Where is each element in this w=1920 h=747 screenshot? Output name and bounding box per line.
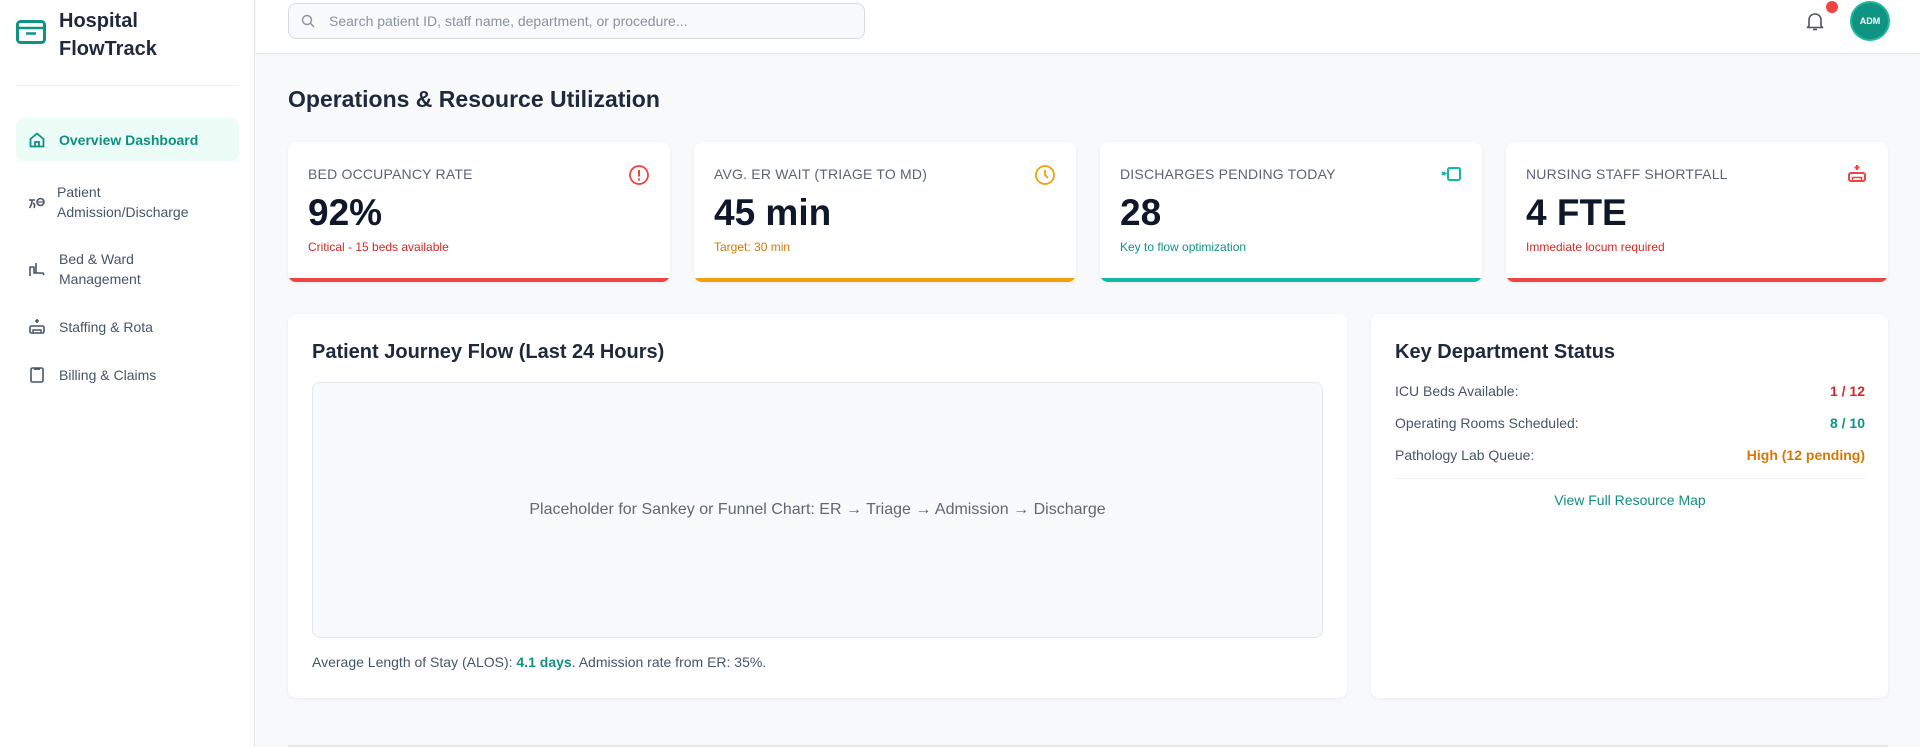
- kpi-accent-bar: [288, 278, 670, 282]
- app-title-line1: Hospital: [59, 10, 138, 32]
- status-value: High (12 pending): [1746, 447, 1865, 463]
- status-row-pathology: Pathology Lab Queue: High (12 pending): [1395, 447, 1865, 467]
- status-value: 8 / 10: [1829, 415, 1865, 431]
- kpi-subtext: Target: 30 min: [714, 240, 791, 254]
- summary-prefix: Average Length of Stay (ALOS):: [312, 654, 517, 670]
- kpi-label: DISCHARGES PENDING TODAY: [1120, 166, 1336, 182]
- sidebar-item-staffing-rota[interactable]: Staffing & Rota: [16, 312, 239, 342]
- kpi-value: 45 min: [714, 192, 832, 233]
- kpi-card-er-wait: AVG. ER WAIT (TRIAGE TO MD) 45 min Targe…: [694, 142, 1076, 282]
- panel-title: Patient Journey Flow (Last 24 Hours): [312, 341, 665, 363]
- kpi-value: 4 FTE: [1526, 192, 1627, 233]
- panel-title: Key Department Status: [1395, 341, 1616, 363]
- sidebar-item-billing-claims[interactable]: Billing & Claims: [16, 360, 239, 390]
- status-label: Pathology Lab Queue:: [1395, 447, 1535, 463]
- sidebar-item-overview-dashboard[interactable]: Overview Dashboard: [16, 118, 239, 161]
- panel-divider: [1395, 478, 1865, 479]
- kpi-subtext: Key to flow optimization: [1120, 240, 1247, 254]
- search-input[interactable]: [329, 4, 849, 38]
- kpi-subtext: Critical - 15 beds available: [308, 240, 449, 254]
- alert-circle-icon: [629, 165, 649, 185]
- app-title: Hospital FlowTrack: [59, 7, 157, 63]
- page-title: Operations & Resource Utilization: [288, 86, 660, 112]
- sidebar: Hospital FlowTrack Overview Dashboard Pa…: [0, 0, 255, 747]
- kpi-value: 92%: [308, 192, 383, 233]
- placeholder-text: Placeholder for Sankey or Funnel Chart: …: [529, 501, 1106, 518]
- sidebar-nav: Overview Dashboard Patient Admission/Dis…: [16, 118, 239, 390]
- patient-journey-panel: Patient Journey Flow (Last 24 Hours) Pla…: [288, 314, 1347, 698]
- search-bar[interactable]: [288, 3, 865, 39]
- department-status-panel: Key Department Status ICU Beds Available…: [1371, 314, 1888, 698]
- sidebar-item-bed-ward[interactable]: Bed & Ward Management: [16, 245, 239, 293]
- hospital-card-icon: [16, 20, 46, 44]
- kpi-label: NURSING STAFF SHORTFALL: [1526, 166, 1728, 182]
- top-header: ADM: [256, 0, 1920, 54]
- sidebar-item-label: Bed & Ward Management: [59, 251, 141, 287]
- flow-summary: Average Length of Stay (ALOS): 4.1 days.…: [312, 654, 766, 670]
- bell-icon[interactable]: [1804, 10, 1826, 32]
- sidebar-item-label: Billing & Claims: [59, 367, 157, 383]
- clock-icon: [1035, 165, 1055, 185]
- search-icon: [301, 14, 315, 28]
- brand: Hospital FlowTrack: [16, 6, 240, 86]
- kpi-label: BED OCCUPANCY RATE: [308, 166, 473, 182]
- alos-value: 4.1 days: [516, 654, 572, 670]
- status-value: 1 / 12: [1829, 383, 1865, 399]
- summary-suffix: . Admission rate from ER: 35%.: [571, 654, 767, 670]
- kpi-card-nursing-shortfall: NURSING STAFF SHORTFALL 4 FTE Immediate …: [1506, 142, 1888, 282]
- nurse-staff-icon: [1848, 165, 1866, 182]
- kpi-card-bed-occupancy: BED OCCUPANCY RATE 92% Critical - 15 bed…: [288, 142, 670, 282]
- chart-placeholder: Placeholder for Sankey or Funnel Chart: …: [312, 382, 1323, 638]
- view-resource-map-link[interactable]: View Full Resource Map: [1554, 492, 1706, 508]
- kpi-accent-bar: [1506, 278, 1888, 282]
- sidebar-divider: [16, 85, 239, 86]
- clipboard-icon: [28, 366, 46, 384]
- sidebar-item-label: Patient Admission/Discharge: [57, 184, 189, 220]
- kpi-subtext: Immediate locum required: [1526, 240, 1665, 254]
- status-label: ICU Beds Available:: [1395, 383, 1519, 399]
- sidebar-item-label: Overview Dashboard: [59, 131, 199, 148]
- home-icon: [28, 131, 46, 149]
- bed-icon: [28, 260, 46, 278]
- status-label: Operating Rooms Scheduled:: [1395, 415, 1579, 431]
- kpi-value: 28: [1120, 192, 1162, 233]
- kpi-card-discharges: DISCHARGES PENDING TODAY 28 Key to flow …: [1100, 142, 1482, 282]
- kpi-accent-bar: [694, 278, 1076, 282]
- nurse-staff-icon: [28, 318, 46, 336]
- kpi-label: AVG. ER WAIT (TRIAGE TO MD): [714, 166, 928, 182]
- sidebar-item-patient-admission[interactable]: Patient Admission/Discharge: [16, 178, 239, 226]
- discharge-icon: [1441, 167, 1461, 181]
- patient-walking-icon: [28, 193, 46, 211]
- kpi-accent-bar: [1100, 278, 1482, 282]
- notification-badge: [1826, 1, 1838, 13]
- status-row-icu: ICU Beds Available: 1 / 12: [1395, 383, 1865, 403]
- status-row-operating-rooms: Operating Rooms Scheduled: 8 / 10: [1395, 415, 1865, 435]
- app-title-line2: FlowTrack: [59, 38, 157, 60]
- sidebar-item-label: Staffing & Rota: [59, 319, 153, 335]
- footer-divider: [288, 745, 1888, 747]
- avatar[interactable]: ADM: [1850, 1, 1890, 41]
